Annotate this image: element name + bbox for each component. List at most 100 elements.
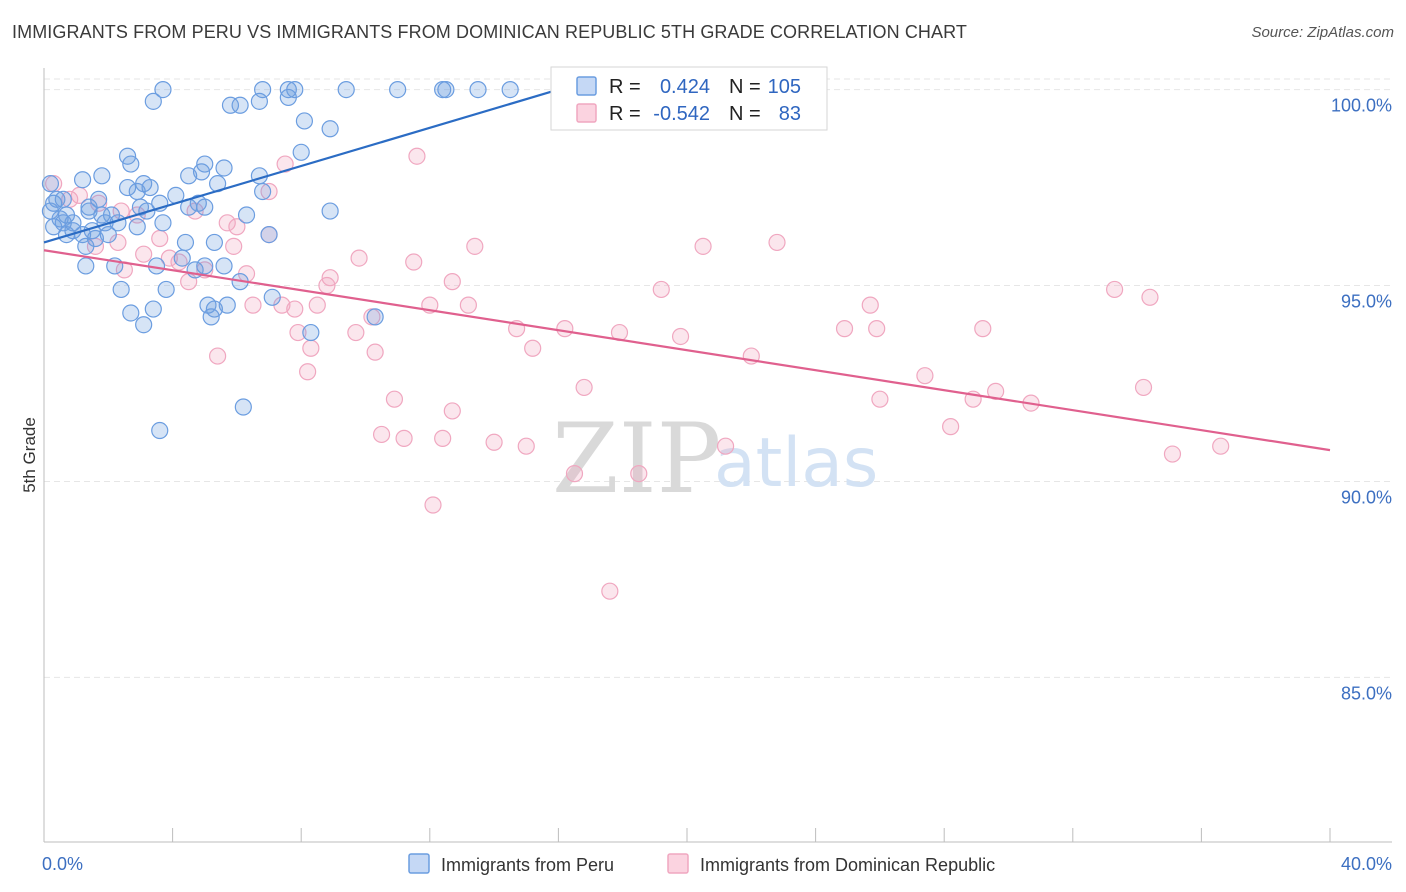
- peru-point: [218, 296, 236, 314]
- dominican-point: [302, 339, 320, 357]
- peru-point: [263, 288, 281, 306]
- legend-peru-label: Immigrants from Peru: [441, 855, 614, 875]
- dominican-point: [228, 218, 246, 236]
- peru-point: [389, 80, 407, 99]
- peru-r-value: 0.424: [660, 76, 710, 98]
- peru-point: [154, 80, 172, 99]
- dominican-point: [1134, 378, 1153, 397]
- peru-point: [157, 280, 175, 299]
- dominican-point: [347, 323, 365, 342]
- dominican-point: [286, 300, 304, 318]
- peru-r-label: R =: [609, 76, 641, 98]
- peru-point: [77, 237, 95, 255]
- peru-point: [292, 143, 310, 161]
- peru-point: [501, 80, 519, 99]
- peru-point: [151, 421, 169, 440]
- stats-legend: R = 0.424 N = 105 R = -0.542 N = 83: [550, 66, 828, 131]
- peru-point: [302, 323, 320, 342]
- axes: [43, 68, 1392, 843]
- dominican-point: [916, 367, 934, 385]
- dominican-swatch: [576, 103, 597, 123]
- dominican-point: [1212, 437, 1230, 455]
- dominican-point: [385, 390, 404, 408]
- peru-point: [122, 155, 140, 173]
- peru-trend-line: [43, 88, 559, 244]
- peru-point: [295, 112, 314, 130]
- peru-point: [279, 88, 297, 107]
- peru-point: [469, 80, 487, 99]
- dominican-point: [861, 296, 879, 314]
- data-points: [41, 80, 1230, 600]
- peru-n-value: 105: [768, 76, 801, 98]
- dominican-point: [652, 280, 670, 299]
- dominican-point: [135, 245, 153, 263]
- peru-point: [144, 300, 162, 318]
- peru-point: [337, 80, 355, 99]
- dominican-point: [372, 425, 391, 444]
- dominican-point: [151, 229, 169, 248]
- dominican-point: [350, 249, 368, 267]
- y-tick-label: 95.0%: [1341, 292, 1392, 312]
- dominican-point: [575, 378, 593, 397]
- peru-point: [99, 225, 117, 244]
- peru-point: [234, 398, 252, 416]
- peru-point: [254, 182, 272, 201]
- stats-legend-box: [550, 66, 828, 131]
- peru-point: [205, 233, 223, 252]
- dominican-point: [694, 237, 712, 255]
- dominican-point: [835, 320, 854, 338]
- dominican-point: [630, 465, 648, 483]
- dominican-point: [459, 296, 477, 314]
- peru-point: [202, 308, 220, 326]
- dominican-point: [1105, 280, 1124, 299]
- dominican-point: [556, 320, 574, 338]
- peru-point: [122, 304, 140, 322]
- peru-swatch: [576, 76, 597, 96]
- x-tick-label: 40.0%: [1341, 854, 1392, 874]
- peru-point: [215, 257, 233, 275]
- dominican-point: [318, 276, 336, 295]
- peru-point: [154, 214, 172, 232]
- peru-point: [54, 190, 72, 208]
- dominican-point: [485, 433, 503, 451]
- dominican-n-value: 83: [779, 103, 801, 125]
- trend-lines: [43, 88, 1331, 452]
- dominican-n-label: N =: [729, 103, 761, 125]
- y-axis-title: 5th Grade: [20, 417, 39, 493]
- dominican-point: [443, 273, 461, 291]
- dominican-point: [160, 249, 178, 267]
- peru-point: [437, 80, 455, 99]
- peru-point: [144, 92, 162, 110]
- dominican-point: [466, 237, 484, 255]
- dominican-point: [434, 429, 452, 447]
- dominican-point: [218, 214, 236, 232]
- dominican-point: [225, 237, 243, 255]
- y-tick-label: 90.0%: [1341, 487, 1392, 507]
- peru-point: [77, 257, 95, 275]
- dominican-point: [974, 320, 992, 338]
- peru-point: [366, 308, 384, 326]
- dominican-point: [871, 390, 889, 408]
- dominican-point: [395, 429, 413, 447]
- legend-peru-swatch: [408, 853, 430, 874]
- tick-labels: 85.0% 90.0% 95.0% 100.0% 0.0% 40.0%: [42, 96, 1392, 874]
- dominican-trend-line: [43, 249, 1331, 452]
- dominican-point: [299, 363, 317, 381]
- peru-point: [237, 206, 256, 224]
- series-legend: Immigrants from Peru Immigrants from Dom…: [408, 853, 995, 875]
- dominican-point: [1163, 445, 1182, 463]
- peru-point: [173, 249, 191, 267]
- peru-point: [73, 171, 92, 189]
- peru-point: [260, 225, 278, 244]
- peru-point: [41, 175, 60, 193]
- x-tick-label: 0.0%: [42, 854, 83, 874]
- dominican-point: [276, 155, 294, 173]
- dominican-point: [671, 327, 690, 346]
- dominican-point: [308, 296, 326, 314]
- peru-point: [215, 159, 233, 177]
- peru-point: [180, 167, 198, 185]
- y-tick-label: 100.0%: [1331, 96, 1392, 116]
- legend-dominican-swatch: [667, 853, 689, 874]
- peru-point: [176, 233, 195, 252]
